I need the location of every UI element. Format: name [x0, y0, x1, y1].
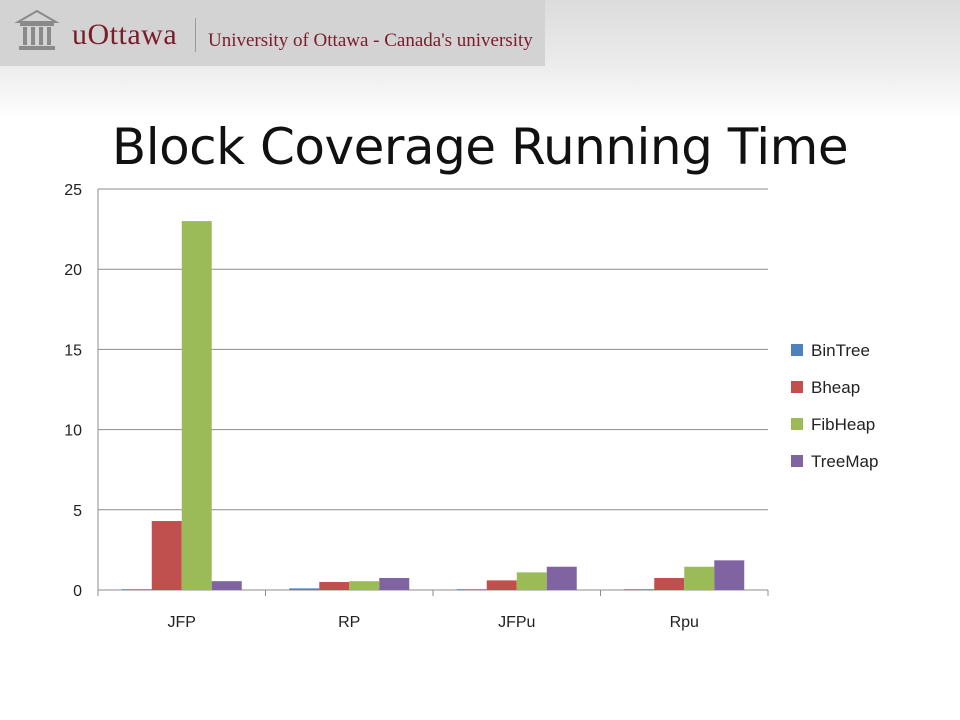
bar-fibheap	[349, 581, 380, 590]
bar-bintree	[624, 589, 655, 590]
x-tick-label: JFPu	[498, 614, 535, 631]
university-building-icon	[14, 9, 60, 50]
y-tick-label: 5	[73, 503, 82, 520]
bar-bheap	[486, 580, 517, 590]
y-tick-label: 10	[64, 423, 82, 440]
y-tick-label: 25	[64, 182, 82, 199]
bar-fibheap	[516, 572, 547, 590]
legend-swatch	[791, 455, 803, 467]
x-tick-label: Rpu	[670, 614, 699, 631]
bar-treemap	[379, 577, 410, 590]
bar-fibheap	[684, 566, 715, 590]
legend-label: FibHeap	[811, 415, 875, 434]
bar-treemap	[211, 581, 242, 590]
y-tick-label: 0	[73, 583, 82, 600]
legend-label: TreeMap	[811, 452, 878, 471]
bar-bintree	[456, 589, 487, 590]
bar-bintree	[289, 588, 320, 590]
logo-wordmark: uOttawa	[72, 18, 178, 51]
y-tick-label: 20	[64, 262, 82, 279]
logo-tagline: University of Ottawa - Canada's universi…	[208, 30, 533, 51]
bar-fibheap	[181, 221, 212, 590]
legend-label: Bheap	[811, 378, 860, 397]
legend-label: BinTree	[811, 341, 870, 360]
x-tick-label: RP	[338, 614, 360, 631]
university-logo: uOttawa University of Ottawa - Canada's …	[0, 0, 545, 66]
bar-treemap	[546, 566, 577, 590]
x-tick-label: JFP	[168, 614, 196, 631]
logo-divider	[195, 18, 196, 52]
legend-swatch	[791, 418, 803, 430]
legend-swatch	[791, 344, 803, 356]
slide-title: Block Coverage Running Time	[111, 118, 849, 176]
bar-bheap	[319, 581, 350, 590]
bar-bheap	[151, 521, 182, 590]
legend-swatch	[791, 381, 803, 393]
bar-bheap	[654, 577, 685, 590]
bar-bintree	[121, 589, 152, 590]
bar-treemap	[714, 560, 745, 590]
y-tick-label: 15	[64, 342, 82, 359]
